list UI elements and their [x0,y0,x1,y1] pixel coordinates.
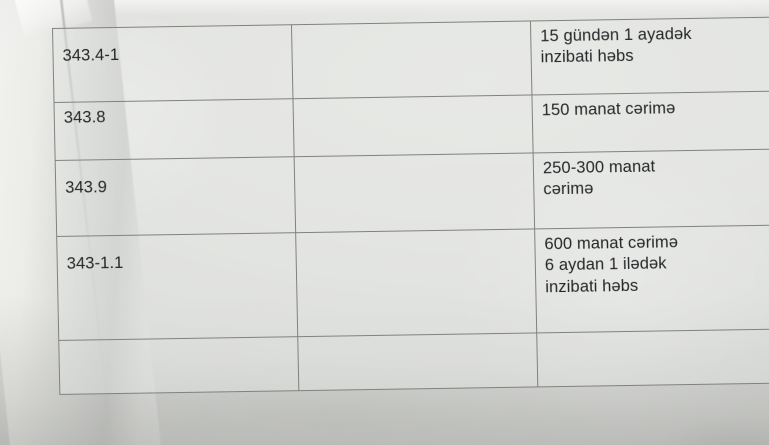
table-row: 343-1.1 600 manat cərimə 6 aydan 1 ilədə… [56,225,769,341]
page-top-highlight [0,0,769,16]
cell-penalty: 250-300 manat cərimə [533,149,769,229]
cell-penalty: 15 gündən 1 ayadək inzibati həbs [530,17,769,95]
penalty-line: inzibati həbs [540,47,634,67]
cell-middle-empty [297,332,538,391]
penalty-table: 343.4-1 15 gündən 1 ayadək inzibati həbs… [52,16,769,395]
table-container: 343.4-1 15 gündən 1 ayadək inzibati həbs… [52,16,769,395]
table-row: 343.4-1 15 gündən 1 ayadək inzibati həbs [52,17,769,103]
cell-penalty [536,329,769,387]
cell-middle-empty [292,94,534,157]
penalty-line: cərimə [543,179,594,199]
table-row [58,329,769,395]
cell-article-code: 343.9 [55,156,296,237]
penalty-line: inzibati həbs [545,276,639,297]
cell-penalty: 150 manat cərimə [531,91,769,153]
cell-article-code [58,336,299,395]
table-row: 343.9 250-300 manat cərimə [55,149,769,237]
cell-article-code: 343.4-1 [52,24,293,103]
cell-article-code: 343-1.1 [56,232,298,341]
cell-article-code: 343.8 [53,98,295,161]
cell-middle-empty [291,20,532,99]
cell-middle-empty [294,152,535,233]
penalty-line: 150 manat cərimə [541,99,676,120]
cell-middle-empty [295,228,537,337]
table-body: 343.4-1 15 gündən 1 ayadək inzibati həbs… [52,17,769,395]
cell-penalty: 600 manat cərimə 6 aydan 1 ilədək inziba… [534,225,769,333]
